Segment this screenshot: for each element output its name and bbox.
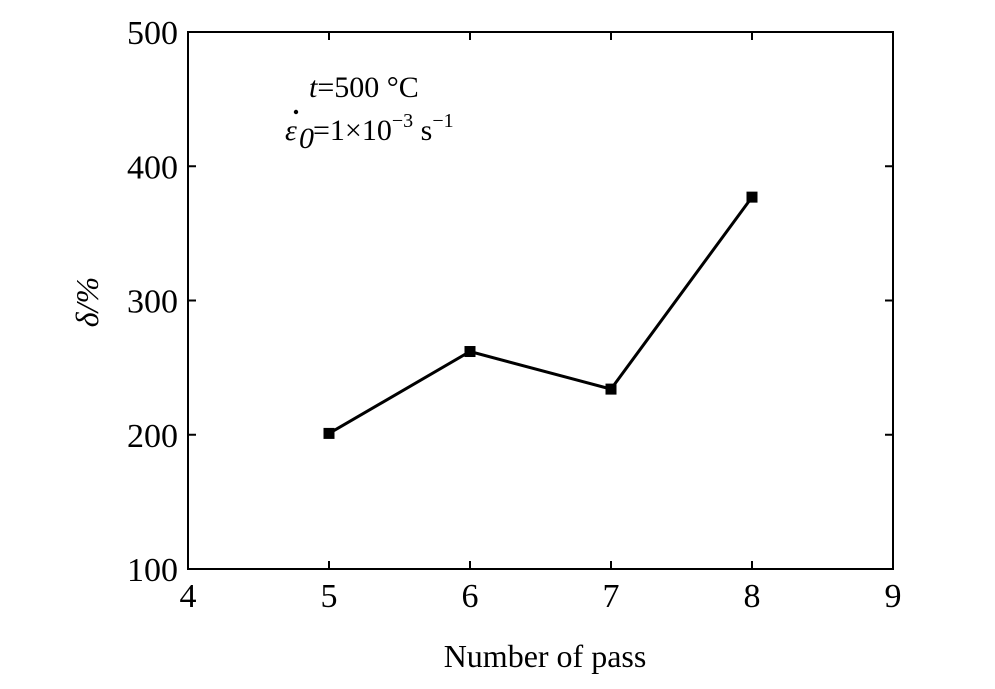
strain-rate-exp2: −1 — [432, 110, 453, 132]
data-point-0-3 — [746, 191, 758, 203]
series-group — [323, 191, 758, 439]
x-tick-label-5: 9 — [885, 578, 902, 615]
annotation-temperature: t=500 °C — [309, 71, 419, 104]
x-tick-labels: 4 5 6 7 8 9 — [180, 578, 902, 615]
strain-rate-subscript: 0 — [299, 122, 314, 155]
x-tick-label-4: 8 — [744, 578, 761, 615]
y-tick-labels: 100 200 300 400 500 — [127, 15, 178, 589]
x-tick-label-2: 6 — [462, 578, 479, 615]
y-tick-label-4: 500 — [127, 15, 178, 52]
data-point-0-0 — [323, 427, 335, 439]
data-point-0-2 — [605, 383, 617, 395]
strain-rate-exp1: −3 — [392, 110, 413, 132]
strain-rate-base: 1×10 — [330, 114, 392, 147]
x-axis-label: Number of pass — [444, 638, 647, 674]
y-tick-label-0: 100 — [127, 552, 178, 589]
data-point-0-1 — [464, 346, 476, 358]
series-line-0 — [328, 196, 754, 435]
x-tick-label-3: 7 — [603, 578, 620, 615]
annotation-temperature-value: =500 °C — [317, 71, 418, 104]
strain-rate-unit: s — [413, 114, 432, 147]
y-axis-label: δ/% — [69, 277, 105, 327]
strain-rate-value: =1×10−3 s−1 — [313, 110, 454, 147]
x-tick-label-1: 5 — [321, 578, 338, 615]
plot-frame — [187, 31, 894, 570]
y-tick-label-2: 300 — [127, 284, 178, 321]
y-tick-label-3: 400 — [127, 149, 178, 186]
axis-ticks — [187, 31, 894, 570]
strain-rate-dot — [293, 109, 299, 115]
annotation-strain-rate: ε 0 =1×10−3 s−1 — [285, 109, 454, 155]
x-tick-label-0: 4 — [180, 578, 197, 615]
annotation-temperature-var: t — [309, 71, 318, 104]
y-tick-label-1: 200 — [127, 418, 178, 455]
strain-rate-symbol: ε — [285, 114, 297, 147]
